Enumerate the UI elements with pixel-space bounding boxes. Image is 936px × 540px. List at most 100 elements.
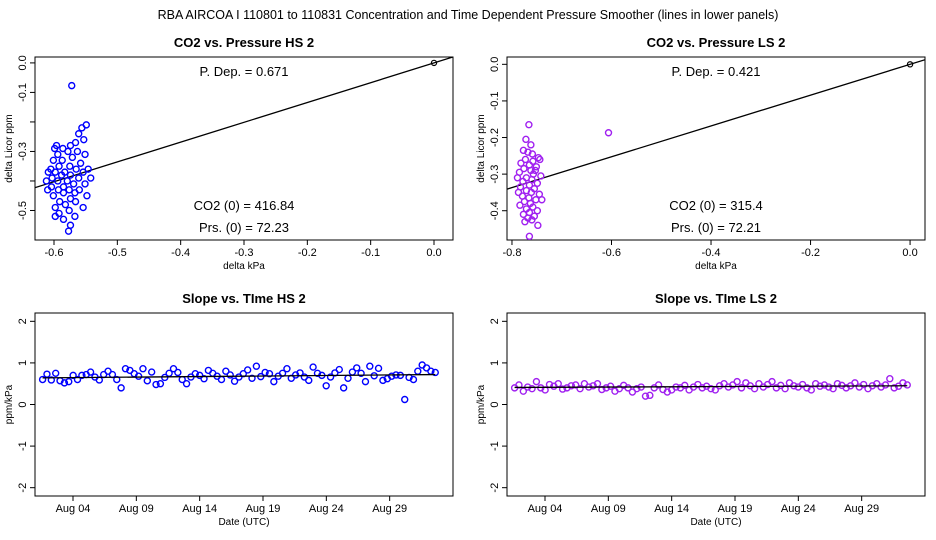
data-point xyxy=(737,384,746,392)
y-tick-label: 1 xyxy=(489,360,501,366)
y-tick-label: 0 xyxy=(17,401,29,407)
x-tick-label: 0.0 xyxy=(426,247,441,259)
data-point xyxy=(524,148,532,156)
data-point xyxy=(733,377,741,386)
data-point xyxy=(366,362,374,370)
data-point xyxy=(339,384,348,392)
data-point xyxy=(86,368,95,376)
data-point xyxy=(361,377,370,386)
data-layer xyxy=(507,59,925,240)
pressure-zero-label: Prs. (0) = 72.21 xyxy=(671,220,761,235)
x-tick-label: -0.2 xyxy=(801,247,820,259)
data-point xyxy=(646,391,654,400)
data-point xyxy=(156,380,165,388)
origin-point xyxy=(906,61,914,68)
data-point xyxy=(374,364,383,373)
data-point xyxy=(217,375,226,384)
data-point xyxy=(66,221,75,229)
data-point xyxy=(69,371,77,380)
data-point xyxy=(65,186,73,194)
x-axis-label: Date (UTC) xyxy=(218,517,269,528)
x-tick-label: -0.4 xyxy=(171,247,190,259)
data-point xyxy=(534,153,543,162)
hs-pressure-panel: CO2 vs. Pressure HS 2 -0.6 -0.5 -0.4 -0.3 -0.… xyxy=(4,35,454,272)
data-point xyxy=(519,387,528,395)
data-point xyxy=(43,370,51,378)
x-tick-label: -0.4 xyxy=(702,247,721,259)
data-point xyxy=(73,375,82,384)
data-point xyxy=(525,181,534,189)
data-point xyxy=(78,124,86,132)
data-point xyxy=(60,379,69,387)
data-point xyxy=(531,166,540,175)
y-tick-label: -0.5 xyxy=(17,201,29,220)
data-point xyxy=(414,367,422,375)
data-point xyxy=(558,385,567,393)
data-point xyxy=(602,384,610,392)
x-tick-label: -0.6 xyxy=(45,247,64,259)
y-tick-label: -2 xyxy=(17,483,29,493)
pressure-dependence-label: P. Dep. = 0.671 xyxy=(199,64,288,79)
pressure-dependence-label: P. Dep. = 0.421 xyxy=(671,64,760,79)
data-point xyxy=(226,371,234,379)
data-point xyxy=(73,147,82,156)
x-tick-label: -0.6 xyxy=(602,247,621,259)
data-point xyxy=(576,384,584,393)
data-point xyxy=(47,376,56,384)
x-tick-label: Aug 24 xyxy=(781,503,816,515)
data-point xyxy=(903,381,911,389)
data-point xyxy=(409,375,418,384)
y-tick-label: -0.2 xyxy=(489,128,501,147)
data-point xyxy=(143,377,152,385)
data-point xyxy=(66,162,74,170)
data-point xyxy=(87,174,95,182)
data-point xyxy=(43,186,52,194)
x-tick-label: -0.8 xyxy=(502,247,521,259)
data-point xyxy=(79,203,87,212)
x-axis-label: delta kPa xyxy=(695,261,737,272)
data-point xyxy=(49,156,58,165)
data-point xyxy=(567,382,576,390)
data-point xyxy=(81,180,89,188)
data-point xyxy=(529,203,537,211)
plot-frame xyxy=(34,312,454,497)
data-point xyxy=(532,196,540,204)
y-tick-label: 0 xyxy=(489,401,501,407)
x-tick-label: Aug 09 xyxy=(119,503,154,515)
data-point xyxy=(514,188,523,197)
data-point xyxy=(152,380,160,389)
y-axis-label: delta Licor ppm xyxy=(4,114,15,182)
data-layer xyxy=(510,375,911,400)
data-point xyxy=(44,168,52,176)
data-point xyxy=(353,364,361,372)
x-tick-label: Aug 29 xyxy=(844,503,879,515)
y-axis-label: ppm/kPa xyxy=(4,384,15,424)
data-point xyxy=(71,212,79,221)
data-point xyxy=(66,141,75,150)
data-point xyxy=(326,373,335,381)
data-point xyxy=(698,384,706,392)
data-point xyxy=(113,375,121,384)
data-point xyxy=(379,376,387,385)
figure-suptitle: RBA AIRCOA I 110801 to 110831 Concentrat… xyxy=(158,8,779,22)
data-layer xyxy=(38,361,439,404)
data-point xyxy=(519,146,528,155)
x-tick-label: Aug 04 xyxy=(56,503,91,515)
data-point xyxy=(63,177,72,185)
data-point xyxy=(283,365,291,373)
data-point xyxy=(522,135,530,144)
data-point xyxy=(641,392,650,400)
data-point xyxy=(387,372,396,380)
plot-frame xyxy=(506,312,926,497)
y-tick-label: -0.1 xyxy=(489,91,501,110)
y-tick-label: -1 xyxy=(489,441,501,451)
data-point xyxy=(252,362,261,370)
data-point xyxy=(59,189,68,197)
data-point xyxy=(61,200,70,209)
data-point xyxy=(305,376,313,385)
data-point xyxy=(71,189,79,197)
data-point xyxy=(519,210,528,219)
data-point xyxy=(83,192,91,200)
data-point xyxy=(370,372,378,380)
data-point xyxy=(243,366,252,374)
